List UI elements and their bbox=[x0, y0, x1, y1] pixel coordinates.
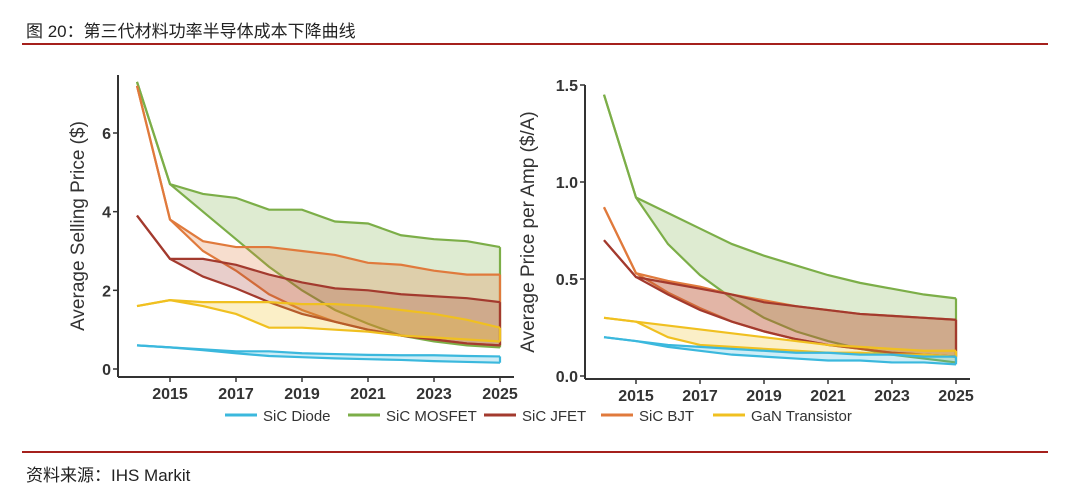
y-tick-label: 0.5 bbox=[556, 272, 578, 289]
y-tick-label: 4 bbox=[102, 205, 111, 222]
legend-item: SiC JFET bbox=[484, 408, 586, 425]
x-tick-label: 2023 bbox=[874, 388, 910, 405]
line-upper-sic-bjt bbox=[135, 85, 500, 276]
band-sic-diode bbox=[604, 337, 956, 365]
line-lower-sic-diode bbox=[603, 336, 957, 366]
source-note: 资料来源：IHS Markit bbox=[26, 466, 191, 485]
line-lower-gan-transistor bbox=[136, 299, 501, 343]
line-lower-sic-jfet bbox=[136, 214, 501, 347]
chart-panel-1: 2015 2017 2019 2021 2023 2025 0 2 4 6 Average Sell… bbox=[68, 75, 518, 403]
x-tick-label: 2019 bbox=[746, 388, 782, 405]
line-upper-gan-transistor bbox=[603, 316, 956, 352]
y-tick-label: 6 bbox=[102, 126, 111, 143]
x-tick-label: 2023 bbox=[416, 386, 452, 403]
band-sic-mosfet bbox=[604, 94, 956, 363]
y-tick-label: 0.0 bbox=[556, 369, 578, 386]
y-axis-label: Average Price per Amp ($/A) bbox=[518, 111, 539, 352]
x-tick-label: 2021 bbox=[810, 388, 846, 405]
x-tick-label: 2015 bbox=[152, 386, 188, 403]
figure-title: 图 20：第三代材料功率半导体成本下降曲线 bbox=[26, 22, 356, 41]
x-tick-label: 2019 bbox=[284, 386, 320, 403]
line-upper-sic-jfet bbox=[603, 239, 957, 321]
band-sic-jfet bbox=[604, 240, 956, 357]
line-upper-sic-jfet bbox=[136, 214, 501, 304]
legend-label: SiC JFET bbox=[522, 408, 586, 425]
legend-item: SiC BJT bbox=[601, 408, 694, 425]
y-axis-label: Average Selling Price ($) bbox=[68, 121, 89, 331]
line-upper-sic-mosfet bbox=[135, 81, 501, 249]
legend-item: SiC Diode bbox=[225, 408, 331, 425]
bottom-rule bbox=[22, 451, 1048, 453]
band-sic-bjt bbox=[137, 85, 500, 346]
top-rule bbox=[22, 43, 1048, 45]
y-tick-label: 1.0 bbox=[556, 175, 578, 192]
x-tick-label: 2017 bbox=[682, 388, 718, 405]
y-tick-label: 2 bbox=[102, 283, 111, 300]
legend-label: SiC Diode bbox=[263, 408, 331, 425]
x-tick-label: 2025 bbox=[482, 386, 518, 403]
line-upper-sic-mosfet bbox=[602, 94, 957, 300]
legend-item: SiC MOSFET bbox=[348, 408, 477, 425]
x-tick-label: 2015 bbox=[618, 388, 654, 405]
band-sic-mosfet bbox=[137, 81, 500, 348]
line-lower-sic-diode bbox=[136, 344, 501, 364]
x-tick-label: 2021 bbox=[350, 386, 386, 403]
chart-panel-2: 2015 2017 2019 2021 2023 2025 0.0 0.5 1.0 1.5 Aver… bbox=[518, 78, 974, 405]
line-upper-sic-diode bbox=[603, 336, 956, 358]
legend-label: GaN Transistor bbox=[751, 408, 852, 425]
band-gan-transistor bbox=[137, 300, 500, 342]
line-lower-sic-jfet bbox=[603, 239, 957, 358]
y-tick-label: 1.5 bbox=[556, 78, 578, 95]
legend-item: GaN Transistor bbox=[713, 408, 852, 425]
x-tick-label: 2025 bbox=[938, 388, 974, 405]
legend-label: SiC BJT bbox=[639, 408, 694, 425]
band-sic-bjt bbox=[604, 207, 956, 357]
legend-label: SiC MOSFET bbox=[386, 408, 477, 425]
x-tick-label: 2017 bbox=[218, 386, 254, 403]
line-upper-gan-transistor bbox=[136, 299, 501, 329]
band-sic-jfet bbox=[137, 215, 500, 346]
y-tick-label: 0 bbox=[102, 362, 111, 379]
line-lower-sic-mosfet bbox=[135, 81, 501, 349]
